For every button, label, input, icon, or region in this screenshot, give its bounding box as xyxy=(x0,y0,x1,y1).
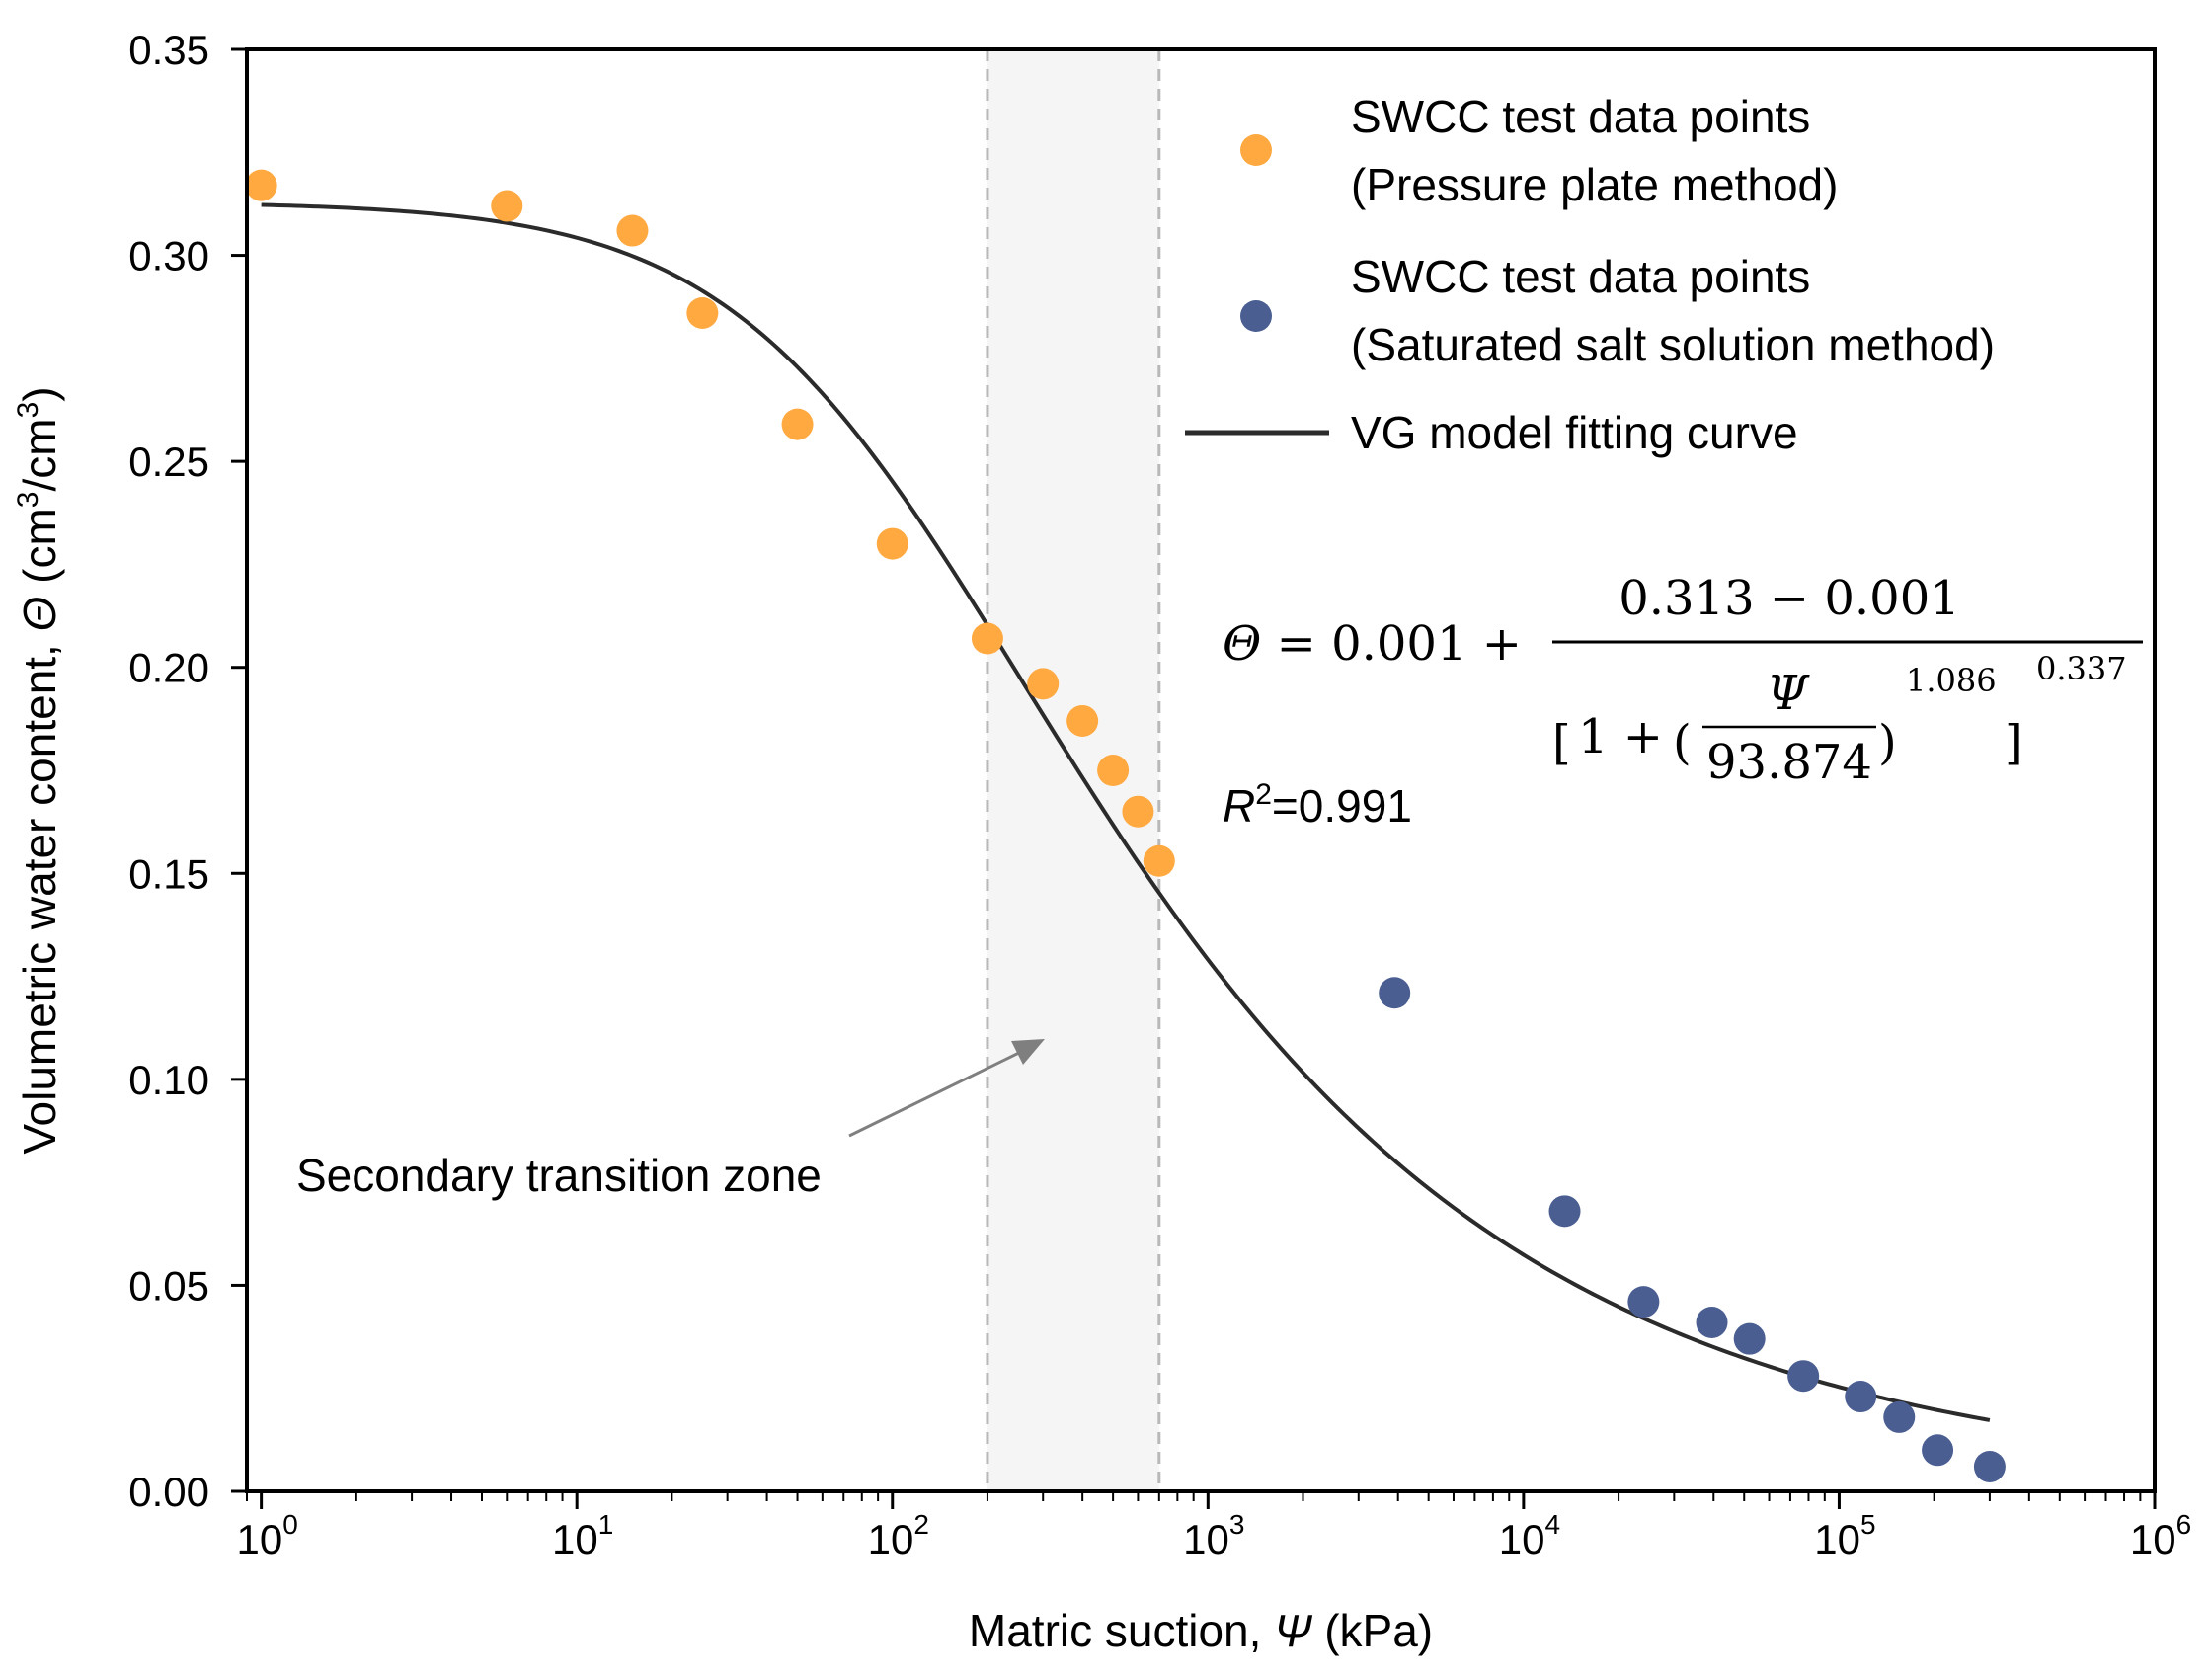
pressure-plate-data-point xyxy=(686,296,719,329)
y-tick-label: 0.10 xyxy=(128,1057,209,1103)
y-tick-label: 0.25 xyxy=(128,439,209,485)
y-tick-labels: 0.00 0.05 0.10 0.15 0.20 0.25 0.30 0.35 xyxy=(128,27,209,1515)
data-points xyxy=(245,169,2006,1482)
equation-outer-exponent: 0.337 xyxy=(2036,650,2127,687)
plot-frame xyxy=(245,47,2157,1493)
legend-label-salt-solution-line2: (Saturated salt solution method) xyxy=(1351,319,1995,370)
salt-solution-data-point xyxy=(1883,1400,1916,1433)
pressure-plate-data-point xyxy=(1027,668,1060,700)
vg-fit-curve xyxy=(261,202,1991,1422)
y-tick-label: 0.20 xyxy=(128,645,209,691)
salt-solution-data-point xyxy=(1379,977,1411,1009)
y-tick-label: 0.35 xyxy=(128,27,209,73)
x-axis-title: Matric suction, Ψ (kPa) xyxy=(969,1605,1433,1656)
equation-lhs: Θ = 0.001 + xyxy=(1223,616,1522,672)
legend-label-pressure-plate-line1: SWCC test data points xyxy=(1351,91,1810,142)
salt-solution-data-point xyxy=(1627,1286,1660,1318)
y-tick-label: 0.05 xyxy=(128,1262,209,1309)
legend-label-pressure-plate-line2: (Pressure plate method) xyxy=(1351,159,1838,210)
y-tick-label: 0.00 xyxy=(128,1469,209,1515)
pressure-plate-data-point xyxy=(1143,844,1175,877)
salt-solution-data-point xyxy=(1733,1322,1766,1355)
legend: SWCC test data points (Pressure plate me… xyxy=(1185,91,1995,458)
transition-zone-arrow-head xyxy=(1011,1039,1045,1065)
pressure-plate-data-point xyxy=(781,408,814,440)
x-tick-label: 100 xyxy=(236,1509,297,1562)
r-squared-label: R2=0.991 xyxy=(1223,778,1412,832)
equation-numerator: 0.313 − 0.001 xyxy=(1619,571,1960,626)
pressure-plate-data-point xyxy=(245,169,277,201)
x-tick-label: 105 xyxy=(1814,1509,1875,1562)
pressure-plate-data-point xyxy=(1066,704,1099,737)
y-axis-title: Volumetric water content, Θ (cm3/cm3) xyxy=(12,386,65,1154)
legend-label-fit-curve: VG model fitting curve xyxy=(1351,407,1798,458)
transition-zone-arrow-shaft xyxy=(848,1047,1028,1138)
salt-solution-data-point xyxy=(1787,1360,1820,1393)
pressure-plate-data-point xyxy=(1122,795,1154,828)
x-tick-label: 103 xyxy=(1183,1509,1244,1562)
equation-bracket-close: ] xyxy=(2005,715,2023,770)
pressure-plate-data-point xyxy=(876,527,908,560)
salt-solution-data-point xyxy=(1973,1450,2006,1482)
x-tick-label: 104 xyxy=(1499,1509,1560,1562)
equation-paren-close: ) xyxy=(1878,715,1897,770)
x-tick-label: 102 xyxy=(868,1509,929,1562)
axis-ticks xyxy=(231,47,2157,1509)
transition-zone-shading xyxy=(987,49,1159,1491)
salt-solution-data-point xyxy=(1845,1381,1877,1413)
x-tick-label: 106 xyxy=(2130,1509,2191,1562)
salt-solution-data-point xyxy=(1548,1195,1581,1228)
pressure-plate-data-point xyxy=(491,190,523,222)
y-tick-label: 0.15 xyxy=(128,850,209,897)
equation-inner-numerator: Ψ xyxy=(1767,666,1810,721)
pressure-plate-data-point xyxy=(616,214,649,247)
pressure-plate-data-point xyxy=(971,622,1003,655)
equation-bracket-open: [ xyxy=(1552,715,1571,770)
transition-zone-label: Secondary transition zone xyxy=(296,1150,822,1201)
legend-marker-salt-solution xyxy=(1240,300,1272,332)
equation-inner-denominator: 93.874 xyxy=(1706,735,1872,790)
equation-paren-open: ( xyxy=(1673,715,1692,770)
pressure-plate-data-point xyxy=(1097,755,1130,786)
legend-label-salt-solution-line1: SWCC test data points xyxy=(1351,251,1810,302)
equation-one-plus: 1 + xyxy=(1578,709,1663,764)
equation-inner-exponent: 1.086 xyxy=(1906,662,1997,699)
x-tick-labels: 100 101 102 103 104 105 106 xyxy=(236,1509,2191,1562)
salt-solution-data-point xyxy=(1696,1306,1728,1338)
salt-solution-data-point xyxy=(1922,1434,1954,1467)
legend-marker-pressure-plate xyxy=(1240,134,1272,166)
y-tick-label: 0.30 xyxy=(128,233,209,280)
vg-equation: Θ = 0.001 + 0.313 − 0.001 [ 1 + ( Ψ 93.8… xyxy=(1223,571,2143,790)
x-tick-label: 101 xyxy=(552,1509,613,1562)
